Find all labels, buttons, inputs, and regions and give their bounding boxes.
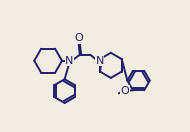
Text: O: O xyxy=(120,86,129,96)
Text: N: N xyxy=(95,56,104,66)
Text: O: O xyxy=(74,33,83,43)
Text: N: N xyxy=(65,56,74,66)
